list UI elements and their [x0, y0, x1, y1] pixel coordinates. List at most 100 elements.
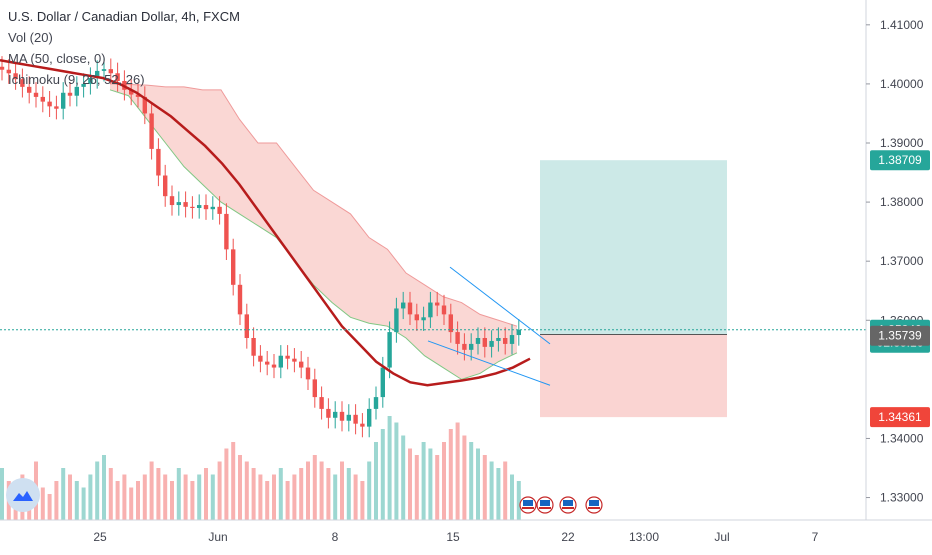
candle[interactable]	[489, 340, 494, 347]
candle[interactable]	[503, 338, 508, 344]
candle[interactable]	[265, 361, 270, 365]
candle[interactable]	[210, 206, 215, 210]
candle[interactable]	[101, 69, 107, 71]
candle[interactable]	[312, 379, 317, 398]
volume-bar	[129, 487, 134, 520]
candle[interactable]	[108, 69, 113, 74]
candle[interactable]	[27, 86, 32, 93]
candle[interactable]	[407, 302, 413, 315]
candle[interactable]	[319, 397, 324, 409]
ichimoku-study-label[interactable]: Ichimoku (9, 26, 52, 26)	[8, 72, 145, 87]
candle[interactable]	[54, 106, 59, 109]
candle[interactable]	[401, 302, 406, 309]
candle[interactable]	[353, 414, 358, 424]
candle[interactable]	[237, 284, 243, 315]
candle[interactable]	[441, 305, 447, 315]
candle[interactable]	[292, 358, 297, 362]
candle[interactable]	[203, 205, 209, 210]
candle[interactable]	[61, 92, 66, 109]
ma-study-label[interactable]: MA (50, close, 0)	[8, 51, 106, 66]
candle[interactable]	[387, 332, 392, 368]
candle[interactable]	[339, 411, 345, 421]
volume-bar	[489, 461, 494, 520]
candle[interactable]	[285, 355, 290, 359]
stop-zone[interactable]	[540, 334, 727, 418]
candle[interactable]	[271, 364, 277, 368]
candle[interactable]	[448, 314, 453, 333]
candle[interactable]	[135, 94, 141, 97]
candle[interactable]	[149, 113, 154, 149]
ma-line[interactable]	[0, 59, 531, 387]
candle[interactable]	[231, 249, 236, 285]
candle[interactable]	[435, 302, 440, 306]
x-tick-label: 22	[561, 530, 575, 544]
candle[interactable]	[258, 355, 263, 362]
candle[interactable]	[509, 335, 515, 344]
candle[interactable]	[380, 367, 385, 398]
candle[interactable]	[183, 202, 188, 207]
volume-study-label[interactable]: Vol (20)	[8, 30, 53, 45]
symbol-title[interactable]: U.S. Dollar / Canadian Dollar, 4h, FXCM	[8, 9, 240, 24]
candle[interactable]	[33, 92, 39, 97]
candle[interactable]	[13, 73, 18, 80]
candle[interactable]	[278, 355, 283, 368]
price-badge-target[interactable]	[870, 150, 930, 171]
candle[interactable]	[163, 175, 168, 197]
candle[interactable]	[305, 367, 311, 380]
candle[interactable]	[251, 338, 256, 356]
candle[interactable]	[516, 329, 521, 336]
candle[interactable]	[20, 79, 25, 87]
candle[interactable]	[95, 70, 100, 78]
candle[interactable]	[482, 338, 487, 347]
candle[interactable]	[224, 213, 229, 250]
target-zone[interactable]	[540, 160, 727, 335]
candle[interactable]	[67, 92, 73, 96]
candle[interactable]	[421, 317, 426, 321]
candle[interactable]	[462, 343, 467, 350]
candle[interactable]	[156, 148, 161, 176]
candle[interactable]	[244, 314, 249, 338]
candle[interactable]	[47, 101, 52, 107]
price-badge-prev[interactable]	[870, 325, 930, 346]
candle[interactable]	[176, 202, 181, 206]
candle[interactable]	[142, 96, 147, 114]
trendline-upper[interactable]	[449, 266, 551, 345]
candle[interactable]	[455, 332, 460, 344]
volume-bar	[285, 481, 290, 520]
candle[interactable]	[428, 302, 433, 318]
candle[interactable]	[346, 414, 351, 421]
x-tick-label: 8	[332, 530, 339, 544]
candle[interactable]	[217, 206, 222, 214]
volume-bar	[278, 468, 283, 520]
candle[interactable]	[197, 205, 202, 208]
tradingview-logo-icon[interactable]	[6, 478, 40, 512]
candle[interactable]	[74, 86, 79, 96]
candle[interactable]	[40, 96, 45, 102]
candle[interactable]	[88, 78, 93, 84]
trendline-lower[interactable]	[427, 340, 551, 386]
candle[interactable]	[496, 338, 501, 341]
candle[interactable]	[115, 73, 120, 81]
candle[interactable]	[414, 314, 419, 321]
volume-bar	[428, 448, 433, 520]
candle[interactable]	[360, 423, 365, 427]
volume-bar	[190, 481, 195, 520]
candle[interactable]	[0, 66, 5, 70]
candle[interactable]	[169, 196, 175, 206]
candle[interactable]	[333, 411, 338, 418]
candle[interactable]	[475, 338, 481, 344]
price-badge-stop[interactable]	[870, 407, 930, 428]
candle[interactable]	[190, 206, 195, 208]
candle[interactable]	[367, 408, 372, 427]
candle[interactable]	[6, 69, 11, 74]
candle[interactable]	[326, 408, 331, 418]
candle[interactable]	[81, 83, 86, 87]
candle[interactable]	[469, 343, 474, 350]
volume-bar	[142, 474, 147, 520]
candle[interactable]	[394, 308, 399, 333]
candle[interactable]	[129, 89, 134, 95]
candle[interactable]	[373, 397, 379, 409]
candle[interactable]	[299, 361, 304, 368]
